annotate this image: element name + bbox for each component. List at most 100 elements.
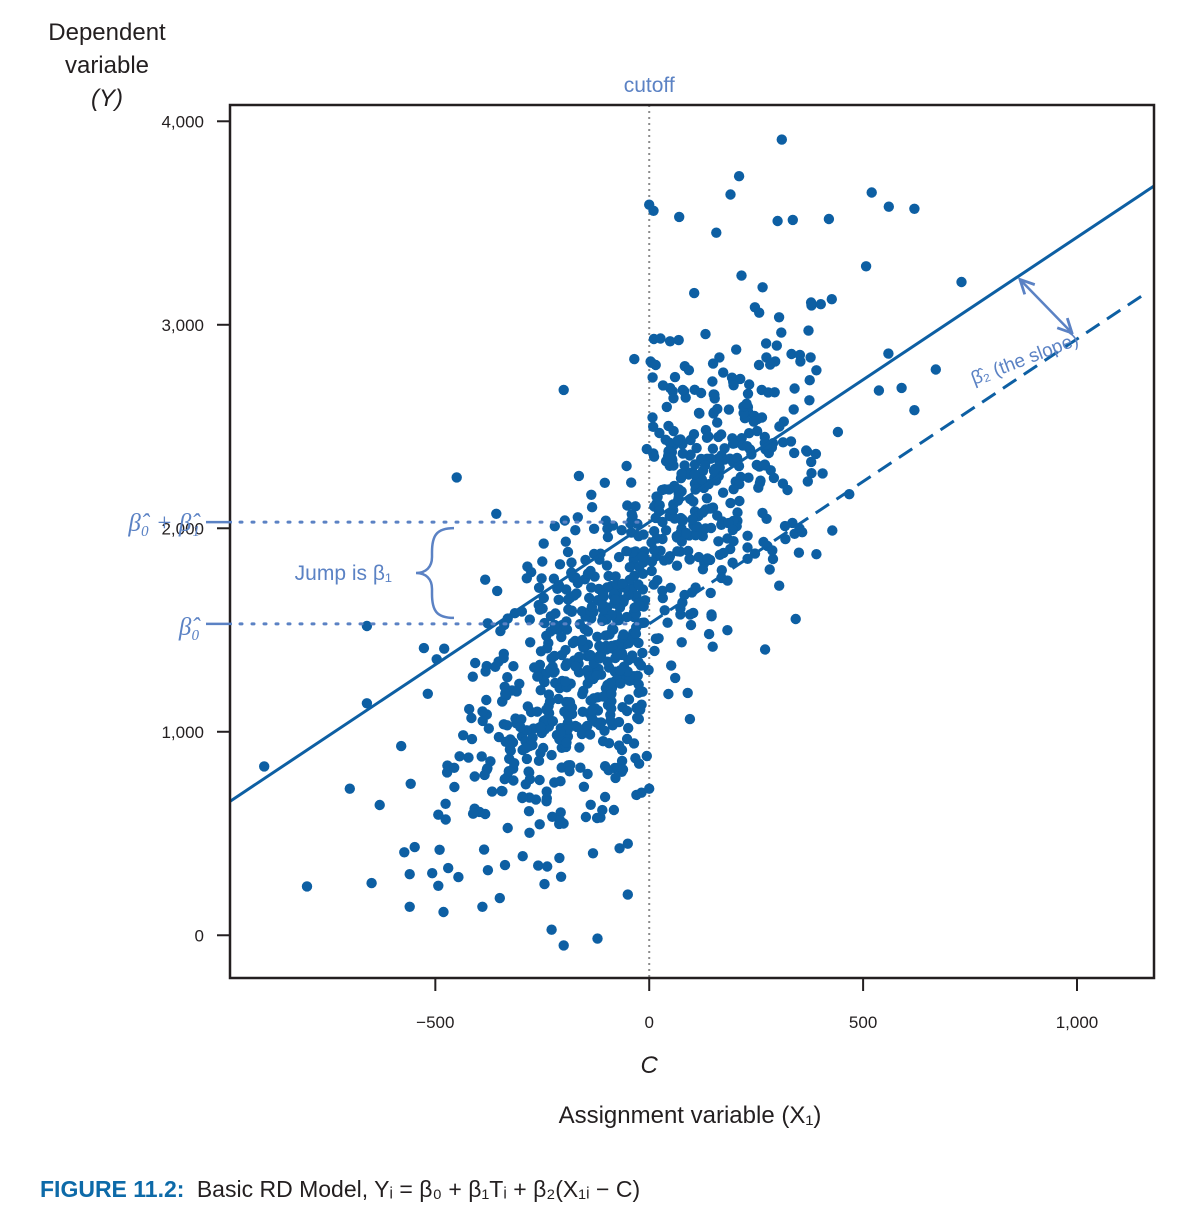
scatter-point: [622, 889, 633, 900]
scatter-point: [664, 437, 676, 449]
scatter-point: [500, 688, 511, 699]
scatter-point: [560, 644, 571, 656]
scatter-point: [714, 460, 725, 472]
scatter-point: [501, 720, 513, 731]
scatter-point: [700, 328, 711, 340]
scatter-point: [550, 608, 561, 619]
scatter-point: [559, 515, 570, 526]
scatter-point: [860, 261, 872, 272]
scatter-point: [594, 640, 605, 652]
scatter-point: [633, 531, 644, 542]
scatter-point: [705, 522, 717, 534]
scatter-point: [575, 762, 586, 773]
scatter-point: [756, 412, 768, 423]
scatter-point: [566, 557, 577, 568]
scatter-point: [613, 740, 625, 751]
scatter-point: [433, 880, 444, 891]
scatter-point: [535, 721, 547, 733]
scatter-point: [481, 694, 492, 706]
scatter-point: [633, 637, 644, 649]
scatter-point: [523, 806, 535, 817]
scatter-point: [574, 619, 586, 630]
y-tick-label: 1,000: [161, 723, 204, 742]
scatter-point: [591, 670, 602, 681]
scatter-point: [572, 512, 583, 523]
scatter-point: [759, 644, 771, 655]
scatter-point: [883, 348, 894, 359]
scatter-point: [956, 276, 967, 288]
scatter-point: [618, 594, 630, 605]
scatter-point: [774, 580, 785, 591]
scatter-point: [636, 617, 647, 629]
scatter-point: [787, 214, 798, 226]
scatter-point: [731, 344, 742, 355]
scatter-point: [695, 387, 707, 399]
scatter-point: [399, 847, 410, 858]
scatter-point: [709, 393, 720, 404]
scatter-point: [703, 628, 715, 640]
scatter-point: [712, 510, 723, 521]
scatter-point: [777, 437, 789, 448]
scatter-point: [541, 704, 552, 715]
scatter-point: [626, 477, 637, 488]
scatter-point: [663, 484, 675, 495]
scatter-point: [613, 551, 625, 563]
scatter-point: [659, 555, 670, 566]
scatter-point: [597, 736, 609, 747]
scatter-point: [805, 297, 817, 308]
y-axis-title-line3: (Y): [91, 85, 123, 112]
scatter-point: [688, 496, 699, 507]
scatter-point: [535, 685, 546, 696]
scatter-point: [660, 525, 672, 536]
scatter-point: [524, 774, 536, 785]
scatter-point: [570, 661, 581, 672]
scatter-point: [682, 687, 693, 699]
scatter-point: [610, 772, 621, 784]
scatter-point: [672, 435, 683, 446]
scatter-point: [610, 594, 621, 605]
scatter-point: [751, 459, 762, 471]
scatter-point: [696, 474, 708, 485]
scatter-point: [562, 546, 574, 558]
scatter-point: [521, 753, 533, 765]
scatter-point: [806, 468, 817, 479]
scatter-point: [396, 740, 407, 752]
scatter-point: [652, 575, 663, 586]
scatter-point: [508, 775, 519, 786]
scatter-point: [627, 652, 638, 663]
scatter-point: [542, 861, 553, 872]
scatter-point: [685, 619, 697, 631]
scatter-point: [582, 626, 594, 637]
scatter-point: [508, 661, 519, 672]
scatter-point: [598, 691, 609, 702]
y-tick-label: 3,000: [161, 316, 204, 335]
scatter-point: [591, 812, 603, 824]
scatter-point: [533, 755, 545, 766]
scatter-point: [681, 527, 692, 539]
scatter-point: [498, 652, 509, 664]
scatter-point: [582, 568, 594, 579]
scatter-point: [676, 637, 687, 648]
scatter-point: [418, 642, 430, 654]
scatter-point: [741, 398, 752, 409]
scatter-point: [663, 688, 674, 700]
scatter-point: [759, 459, 770, 470]
scatter-point: [605, 715, 616, 726]
scatter-point: [573, 470, 585, 482]
scatter-point: [492, 585, 503, 597]
scatter-point: [734, 495, 745, 507]
scatter-point: [883, 201, 894, 212]
scatter-point: [466, 733, 478, 745]
x-tick-label: −500: [416, 1013, 454, 1032]
scatter-point: [664, 453, 675, 464]
scatter-point: [772, 215, 783, 227]
scatter-point: [646, 565, 657, 577]
scatter-point: [707, 358, 719, 369]
scatter-point: [707, 502, 719, 513]
scatter-point: [553, 594, 564, 605]
scatter-point: [706, 611, 717, 622]
scatter-point: [633, 713, 644, 725]
scatter-point: [623, 722, 634, 734]
scatter-point: [626, 509, 637, 520]
scatter-point: [764, 564, 775, 575]
